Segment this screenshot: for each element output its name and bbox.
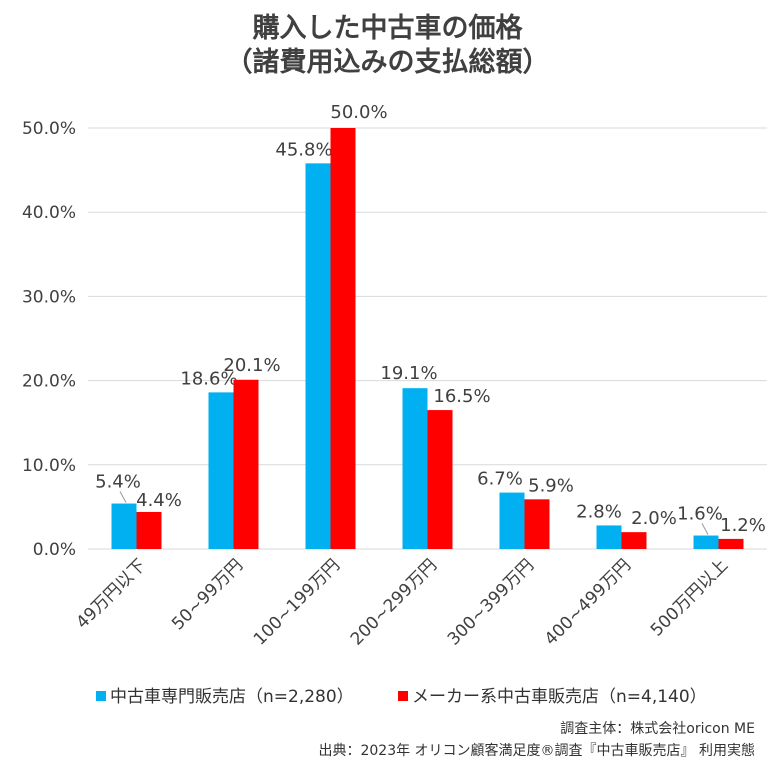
legend-label-series2: メーカー系中古車販売店（n=4,140） [412,687,707,707]
x-tick-label: 100~199万円 [250,555,344,649]
data-label: 5.9% [528,475,574,496]
bar-series2 [233,379,259,549]
data-label: 1.2% [720,515,766,536]
data-label: 19.1% [380,363,437,384]
bar-series1 [111,503,137,549]
bar-series2 [524,499,550,549]
y-tick-label: 10.0% [22,456,76,476]
data-label: 4.4% [136,490,182,511]
bar-series1 [305,163,331,549]
bar-series2 [330,128,356,549]
y-tick-label: 30.0% [22,287,76,307]
y-tick-label: 50.0% [22,119,76,139]
x-tick-label: 50~99万円 [168,555,247,634]
bar-series1 [208,392,234,549]
legend-item-series1: 中古車専門販売店（n=2,280） [96,682,354,707]
bar-series2 [621,532,647,549]
x-tick-label: 49万円以下 [73,555,151,633]
bar-series1 [499,492,525,549]
bar-series1 [596,525,622,549]
legend-label-series1: 中古車専門販売店（n=2,280） [110,687,354,707]
x-tick-label: 300~399万円 [444,555,538,649]
data-label: 1.6% [677,504,723,525]
data-label: 50.0% [330,102,387,123]
data-label: 45.8% [275,139,332,160]
leader-line [119,491,127,503]
bar-series2 [136,511,162,549]
legend-item-series2: メーカー系中古車販売店（n=4,140） [398,682,707,707]
data-label: 6.7% [477,469,523,490]
chart-title-line1: 購入した中古車の価格 [252,13,523,44]
bar-chart: 0.0% 10.0% 20.0% 30.0% 40.0% 50.0% 5.4%4.4% 49万… [22,102,767,650]
x-tick-label: 500万円以上 [647,555,732,640]
leader-line [701,523,709,535]
data-label: 16.5% [433,386,490,407]
chart-legend: 中古車専門販売店（n=2,280） メーカー系中古車販売店（n=4,140） [0,682,775,708]
x-tick-label: 400~499万円 [541,555,635,649]
legend-swatch-series1 [96,691,106,701]
x-tick-label: 200~299万円 [347,555,441,649]
y-tick-label: 0.0% [33,540,76,560]
legend-swatch-series2 [398,691,408,701]
y-tick-label: 40.0% [22,203,76,223]
data-label: 20.1% [223,355,280,376]
data-label: 2.8% [576,501,622,522]
bar-series2 [718,538,744,549]
bar-series2 [427,410,453,549]
data-label: 2.0% [631,508,677,529]
chart-title-line2: （諸費用込みの支払総額） [225,47,550,78]
data-label: 5.4% [95,472,141,493]
y-tick-label: 20.0% [22,372,76,392]
bar-series1 [693,535,719,549]
source-credit: 出典：2023年 オリコン顧客満足度®調査『中古車販売店』 利用実態 [318,743,755,759]
bar-series1 [402,388,428,549]
data-label: 18.6% [180,368,237,389]
survey-credit: 調査主体：株式会社oricon ME [560,721,755,737]
